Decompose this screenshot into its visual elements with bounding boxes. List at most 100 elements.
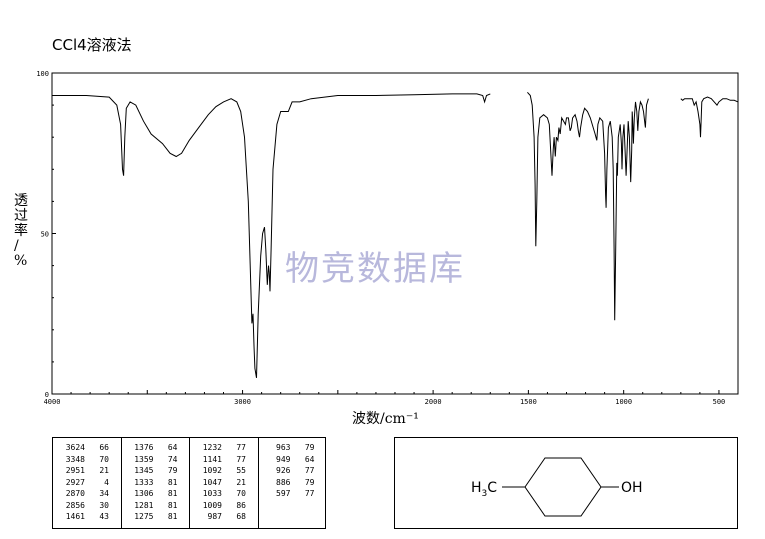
peak-transmittance: 34: [99, 489, 109, 498]
peak-wavenumber: 2870: [65, 489, 85, 498]
y-axis-label-char: /: [14, 238, 19, 254]
plot-frame: [51, 72, 739, 395]
peak-transmittance: 81: [167, 512, 178, 521]
peak-table-row: 2856 30: [53, 500, 121, 511]
peak-table-column: 1376 64 1359 74 1345 79 1333 81 1306 81 1281 81 1275…: [122, 438, 190, 528]
peak-transmittance: 86: [236, 500, 246, 510]
peak-table-row: 926 77: [259, 465, 328, 476]
peak-wavenumber: 1047: [202, 477, 222, 487]
structure-diagram: H3C OH: [471, 457, 643, 517]
x-axis-label: 波数/cm⁻¹: [352, 411, 419, 427]
peak-table-row: 1141 77: [190, 454, 258, 465]
peak-transmittance: 81: [167, 477, 178, 487]
peak-table-column: 1232 77 1141 77 1092 55 1047 21 1033 70 1009 86 987 6…: [190, 438, 259, 528]
peak-transmittance: 77: [236, 454, 246, 464]
watermark-text: 物竞数据库: [285, 249, 465, 289]
peak-transmittance: 79: [304, 477, 315, 487]
peak-table-row: 2951 21: [53, 465, 121, 476]
y-axis-label-group: 透过率/%: [14, 193, 28, 269]
peak-wavenumber: 1092: [202, 466, 222, 475]
peak-wavenumber: 1141: [202, 454, 222, 464]
peak-transmittance: 64: [167, 443, 178, 452]
hydroxyl-group-label: OH: [621, 480, 643, 496]
y-tick-label: 100: [36, 70, 49, 78]
cyclohexane-ring: [524, 457, 602, 517]
peak-table-row: 1047 21: [190, 477, 258, 488]
peak-table-row: 1333 81: [122, 477, 190, 488]
y-axis-label-char: %: [14, 253, 27, 269]
y-axis-label-char: 透: [14, 193, 28, 209]
peak-table-row: 3624 66: [53, 442, 121, 453]
peak-table-row: 1306 81: [122, 488, 190, 499]
x-tick-label: 4000: [44, 398, 61, 406]
peak-wavenumber: 3624: [65, 443, 85, 452]
peak-transmittance: 70: [99, 454, 109, 464]
peak-wavenumber: 2951: [65, 466, 85, 475]
peak-table-row: 1009 86: [190, 500, 258, 511]
peak-table-row: 987 68: [190, 511, 258, 522]
peak-transmittance: 70: [236, 489, 246, 498]
peak-table-row: 1033 70: [190, 488, 258, 499]
peak-wavenumber: 1033: [202, 489, 222, 498]
x-tick-label: 1000: [615, 398, 632, 406]
x-tick-label: 1500: [520, 398, 537, 406]
peak-transmittance: 81: [167, 489, 178, 498]
peak-wavenumber: 1009: [202, 500, 222, 510]
y-axis-label-char: 过: [14, 208, 28, 224]
peak-table-column: 963 79 949 64 926 77 886 79 597 77: [259, 438, 328, 528]
spectrum-line-segment: [52, 93, 491, 378]
peak-table-row: 1345 79: [122, 465, 190, 476]
peak-wavenumber: 3348: [65, 454, 85, 464]
peak-table-row: 1232 77: [190, 442, 258, 453]
peak-table-row: 2927 4: [53, 477, 121, 488]
peak-wavenumber: 1281: [134, 500, 154, 510]
peak-wavenumber: 1232: [202, 443, 222, 452]
x-tick-label: 500: [713, 398, 726, 406]
peak-wavenumber: 1275: [134, 512, 154, 521]
peak-wavenumber: 886: [276, 477, 291, 487]
spectrum-line-segment: [527, 91, 649, 321]
peak-transmittance: 68: [236, 512, 246, 521]
peak-transmittance: 77: [236, 443, 246, 452]
peak-table-row: 1275 81: [122, 511, 190, 522]
peak-wavenumber: 1461: [65, 512, 85, 521]
peak-table-row: 963 79: [259, 442, 328, 453]
peak-transmittance: 81: [167, 500, 178, 510]
peak-wavenumber: 2927: [65, 477, 85, 487]
y-tick-label: 0: [45, 391, 49, 399]
peak-wavenumber: 1345: [134, 466, 154, 475]
peak-table-row: 949 64: [259, 454, 328, 465]
x-axis-ticks: 4000 3000 2000 1500 1000 500: [44, 390, 739, 406]
peak-wavenumber: 1333: [134, 477, 154, 487]
peak-transmittance: 77: [304, 489, 315, 498]
peak-table-row: 1376 64: [122, 442, 190, 453]
spectrum-series: [52, 91, 739, 378]
peak-table-row: 1461 43: [53, 511, 121, 522]
peak-wavenumber: 987: [207, 512, 222, 521]
peak-transmittance: 74: [167, 454, 178, 464]
y-tick-label: 50: [41, 231, 49, 239]
peak-transmittance: 43: [99, 512, 109, 521]
y-axis-label-char: 率: [14, 222, 28, 239]
peak-wavenumber: 597: [276, 489, 291, 498]
peak-table-column: 3624 66 3348 70 2951 21 2927 4 2870 34 2856 30 1461 4…: [53, 438, 122, 528]
peak-transmittance: 55: [236, 466, 246, 475]
peak-transmittance: 79: [304, 443, 315, 452]
peak-transmittance: 30: [99, 500, 109, 510]
peak-table-row: 3348 70: [53, 454, 121, 465]
peak-wavenumber: 963: [276, 443, 291, 452]
peak-transmittance: 4: [104, 477, 109, 487]
peak-wavenumber: 926: [276, 466, 291, 475]
peak-table-row: 597 77: [259, 488, 328, 499]
ir-spectrum-chart: 4000 3000 2000 1500 1000 500 0 50 100 物竞数据库 波数/…: [14, 70, 739, 427]
peak-wavenumber: 1376: [134, 443, 154, 452]
chart-title: CCl4溶液法: [52, 36, 132, 54]
peak-table-row: 1359 74: [122, 454, 190, 465]
x-tick-label: 2000: [425, 398, 442, 406]
structure-panel: H3C OH: [394, 437, 738, 529]
x-tick-label: 3000: [234, 398, 251, 406]
peak-transmittance: 21: [99, 466, 109, 475]
peak-transmittance: 21: [236, 477, 246, 487]
peak-table-row: 1281 81: [122, 500, 190, 511]
methyl-group-label: H3C: [471, 480, 497, 499]
